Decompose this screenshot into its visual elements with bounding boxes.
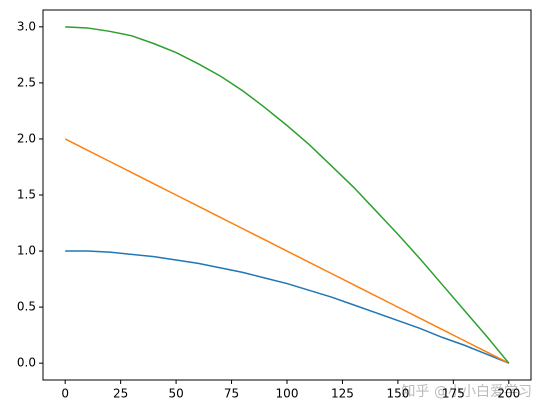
watermark: 知乎 @小小白爱学习 [402,383,532,400]
x-tick-label: 150 [386,387,409,401]
x-tick-label: 175 [442,387,465,401]
y-tick-label: 1.0 [17,244,36,258]
y-tick-label: 3.0 [17,19,36,33]
line-series [64,138,510,364]
line-series [65,26,510,364]
x-tick-label: 125 [331,387,354,401]
axes-frame [42,9,532,381]
x-tick-label: 50 [168,387,183,401]
x-tick-label: 0 [61,387,69,401]
x-tick-label: 100 [276,387,299,401]
y-tick-label: 2.5 [17,75,36,89]
x-tick-label: 75 [224,387,239,401]
y-tick-label: 1.5 [17,188,36,202]
x-tick-label: 200 [497,387,520,401]
y-tick-label: 0.5 [17,300,36,314]
y-tick-label: 0.0 [17,356,36,370]
line-series [65,250,510,364]
y-tick-label: 2.0 [17,131,36,145]
x-tick-label: 25 [113,387,128,401]
